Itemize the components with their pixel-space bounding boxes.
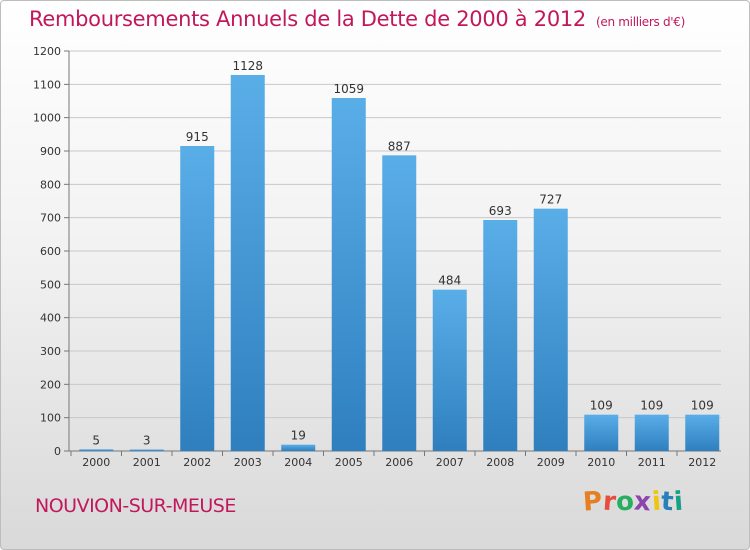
y-tick-label: 300 [40,345,61,358]
data-label-2003: 1128 [232,59,263,73]
bar-2009[interactable] [533,208,568,451]
bar-2004[interactable] [281,444,316,451]
x-tick-label: 2009 [537,456,565,469]
bar-2008[interactable] [483,220,518,451]
x-tick-label: 2007 [436,456,464,469]
x-tick-label: 2006 [385,456,413,469]
y-tick-label: 500 [40,278,61,291]
data-label-2002: 915 [186,130,209,144]
y-tick-label: 1100 [33,78,61,91]
data-label-2004: 19 [291,429,306,443]
chart-title-text: Remboursements Annuels de la Dette de 20… [29,7,586,31]
data-labels: 5 3 915 1128 19 1059 887 484 693 727 109 109 109 [92,59,713,448]
proxiti-logo[interactable]: Proxiti [581,486,685,518]
bar-2006[interactable] [382,155,417,452]
data-label-2009: 727 [539,193,562,207]
x-tick-label: 2012 [688,456,716,469]
x-tick-label: 2002 [183,456,211,469]
logo-letter: i [672,486,685,518]
data-label-2011: 109 [640,399,663,413]
x-tick-label: 2011 [638,456,666,469]
bar-2011[interactable] [634,414,669,451]
y-tick-label: 600 [40,245,61,258]
y-tick-label: 1000 [33,112,61,125]
commune-name: NOUVION-SUR-MEUSE [35,495,236,517]
x-tick-label: 2008 [486,456,514,469]
bars [79,75,720,452]
x-tick-label: 2003 [234,456,262,469]
logo-letter: x [633,486,653,518]
bar-2010[interactable] [584,414,619,451]
y-tick-label: 1200 [33,45,61,58]
data-label-2001: 3 [143,434,151,448]
bar-2000[interactable] [79,449,114,451]
data-label-2005: 1059 [333,82,364,96]
x-tick-label: 2010 [587,456,615,469]
data-label-2008: 693 [489,204,512,218]
data-label-2010: 109 [590,399,613,413]
y-tick-label: 400 [40,312,61,325]
data-label-2006: 887 [388,139,411,153]
bar-2003[interactable] [230,75,265,451]
x-tick-label: 2000 [82,456,110,469]
y-tick-label: 200 [40,378,61,391]
axes: 0 100 200 300 400 500 600 700 800 900 1000 1100 1200… [33,45,721,469]
y-tick-label: 900 [40,145,61,158]
bar-2002[interactable] [180,146,215,451]
x-tick-label: 2005 [335,456,363,469]
data-label-2012: 109 [691,399,714,413]
bar-2005[interactable] [331,98,366,451]
logo-letter: P [581,486,604,518]
bar-2012[interactable] [685,414,720,451]
chart-subtitle: (en milliers d'€) [596,15,686,29]
y-tick-label: 700 [40,212,61,225]
bar-2001[interactable] [129,449,164,452]
y-tick-label: 0 [54,445,61,458]
bar-2007[interactable] [432,289,467,451]
x-tick-label: 2004 [284,456,312,469]
y-tick-label: 100 [40,412,61,425]
x-tick-label: 2001 [133,456,161,469]
chart-title: Remboursements Annuels de la Dette de 20… [29,7,685,31]
data-label-2000: 5 [92,433,100,447]
data-label-2007: 484 [438,274,461,288]
y-tick-label: 800 [40,178,61,191]
